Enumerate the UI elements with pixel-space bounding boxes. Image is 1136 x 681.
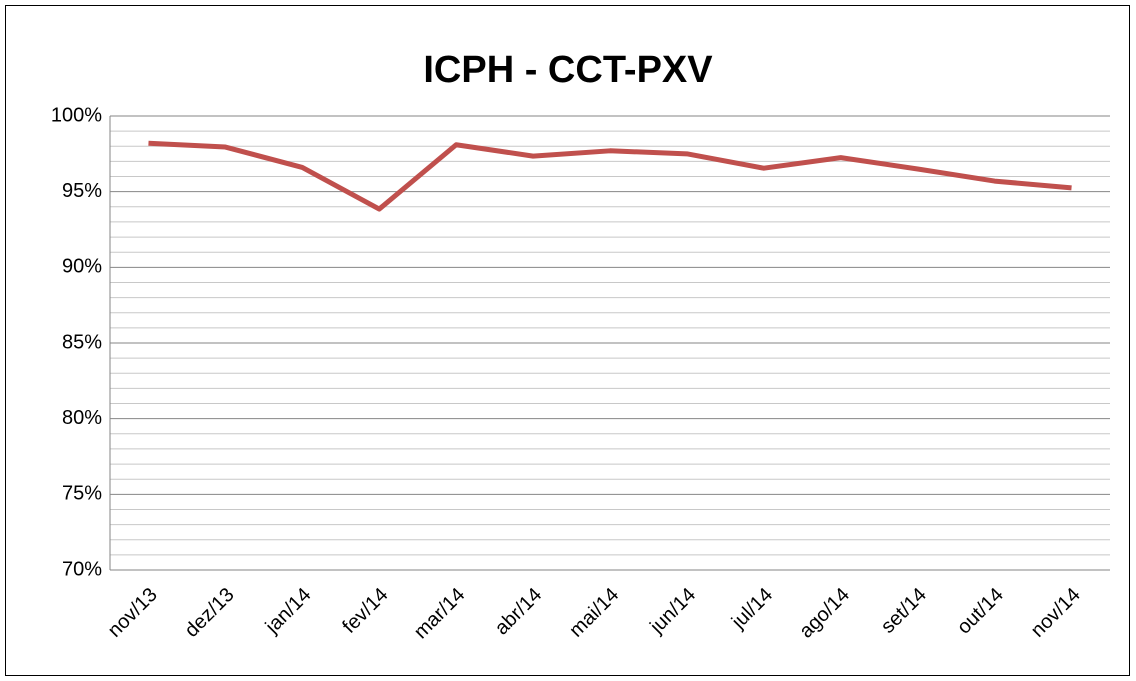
chart-title: ICPH - CCT-PXV [423,49,713,91]
chart-border [5,5,1130,676]
y-tick-label: 70% [62,558,102,580]
y-tick-label: 100% [51,104,102,126]
y-tick-label: 75% [62,483,102,505]
y-tick-label: 85% [62,331,102,353]
y-tick-label: 80% [62,407,102,429]
data-line [148,140,1072,212]
y-tick-label: 90% [62,256,102,278]
y-tick-label: 95% [62,180,102,202]
